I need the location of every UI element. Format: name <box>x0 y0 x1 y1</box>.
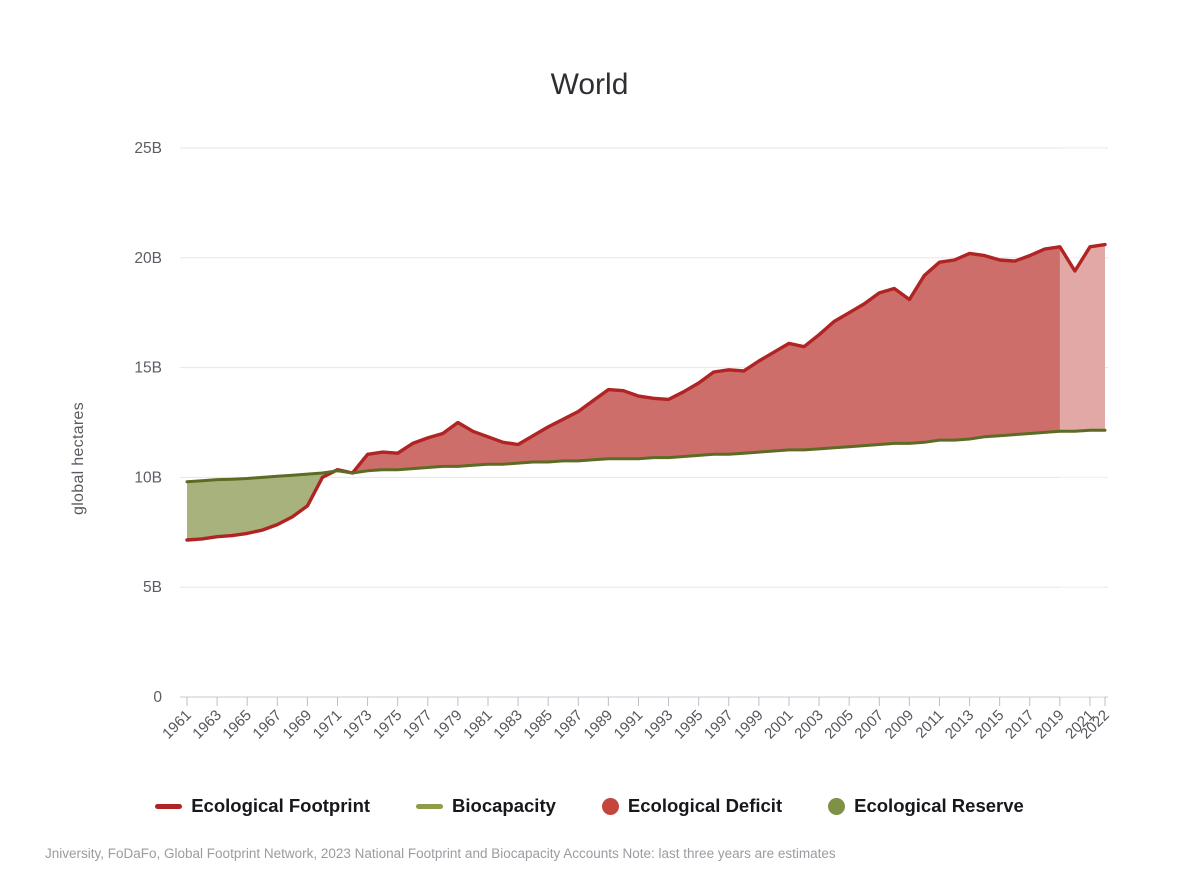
legend-item-ecological-reserve[interactable]: Ecological Reserve <box>828 795 1024 817</box>
x-tick-label: 1993 <box>641 707 677 743</box>
ecological-deficit-area <box>187 244 1105 482</box>
legend-label: Biocapacity <box>452 795 556 816</box>
x-tick-label: 2019 <box>1032 707 1068 743</box>
biocapacity-line-swatch <box>416 803 444 809</box>
x-tick-label: 2013 <box>942 707 978 743</box>
y-tick-label: 5B <box>143 579 162 596</box>
x-tick-label: 1975 <box>370 707 406 743</box>
estimates-overlay <box>1059 148 1105 697</box>
x-tick-label: 2011 <box>912 707 947 742</box>
legend-item-ecological-footprint[interactable]: Ecological Footprint <box>155 795 370 817</box>
source-note: Jniversity, FoDaFo, Global Footprint Net… <box>45 846 836 861</box>
chart-title: World <box>550 68 629 101</box>
x-tick-label: 1965 <box>219 707 255 743</box>
x-tick-label: 1997 <box>701 707 737 743</box>
x-tick-label: 1987 <box>550 707 586 743</box>
x-tick-label: 2007 <box>851 707 887 743</box>
legend-label: Ecological Reserve <box>854 795 1024 816</box>
legend-item-biocapacity[interactable]: Biocapacity <box>416 795 556 817</box>
x-tick-label: 1971 <box>310 707 346 743</box>
y-tick-label: 10B <box>134 469 162 486</box>
y-tick-label: 20B <box>134 250 162 267</box>
deficit-area-swatch <box>601 797 619 815</box>
x-tick-label: 2015 <box>972 707 1008 743</box>
x-tick-label: 1995 <box>671 707 707 743</box>
chart-legend: Ecological Footprint Biocapacity Ecologi… <box>0 795 1179 817</box>
legend-label: Ecological Deficit <box>627 795 783 816</box>
legend-label: Ecological Footprint <box>191 795 371 816</box>
x-tick-label: 1969 <box>280 707 316 743</box>
x-tick-label: 1985 <box>520 707 556 743</box>
x-tick-label: 2001 <box>761 707 797 743</box>
x-tick-label: 2009 <box>882 707 918 743</box>
x-tick-label: 1989 <box>581 707 617 743</box>
x-tick-label: 1977 <box>400 707 436 743</box>
x-tick-label: 1967 <box>250 707 286 743</box>
biocapacity-line <box>185 428 1107 484</box>
x-tick-label: 1999 <box>731 707 767 743</box>
x-tick-label: 1979 <box>430 707 466 743</box>
reserve-area-swatch <box>828 797 846 815</box>
y-tick-label: 25B <box>134 140 162 157</box>
x-tick-label: 2017 <box>1002 707 1038 743</box>
x-tick-label: 1983 <box>490 707 526 743</box>
x-tick-label: 2005 <box>821 707 857 743</box>
footprint-line-swatch <box>155 803 183 809</box>
x-tick-label: 1961 <box>159 707 195 743</box>
x-tick-label: 1973 <box>340 707 376 743</box>
y-tick-label: 0 <box>153 689 162 706</box>
legend-item-ecological-deficit[interactable]: Ecological Deficit <box>601 795 783 817</box>
x-tick-label: 2003 <box>791 707 827 743</box>
x-tick-label: 1991 <box>611 707 647 743</box>
y-tick-label: 15B <box>134 360 162 377</box>
x-tick-label: 1963 <box>189 707 225 743</box>
x-tick-label: 1981 <box>460 707 496 743</box>
